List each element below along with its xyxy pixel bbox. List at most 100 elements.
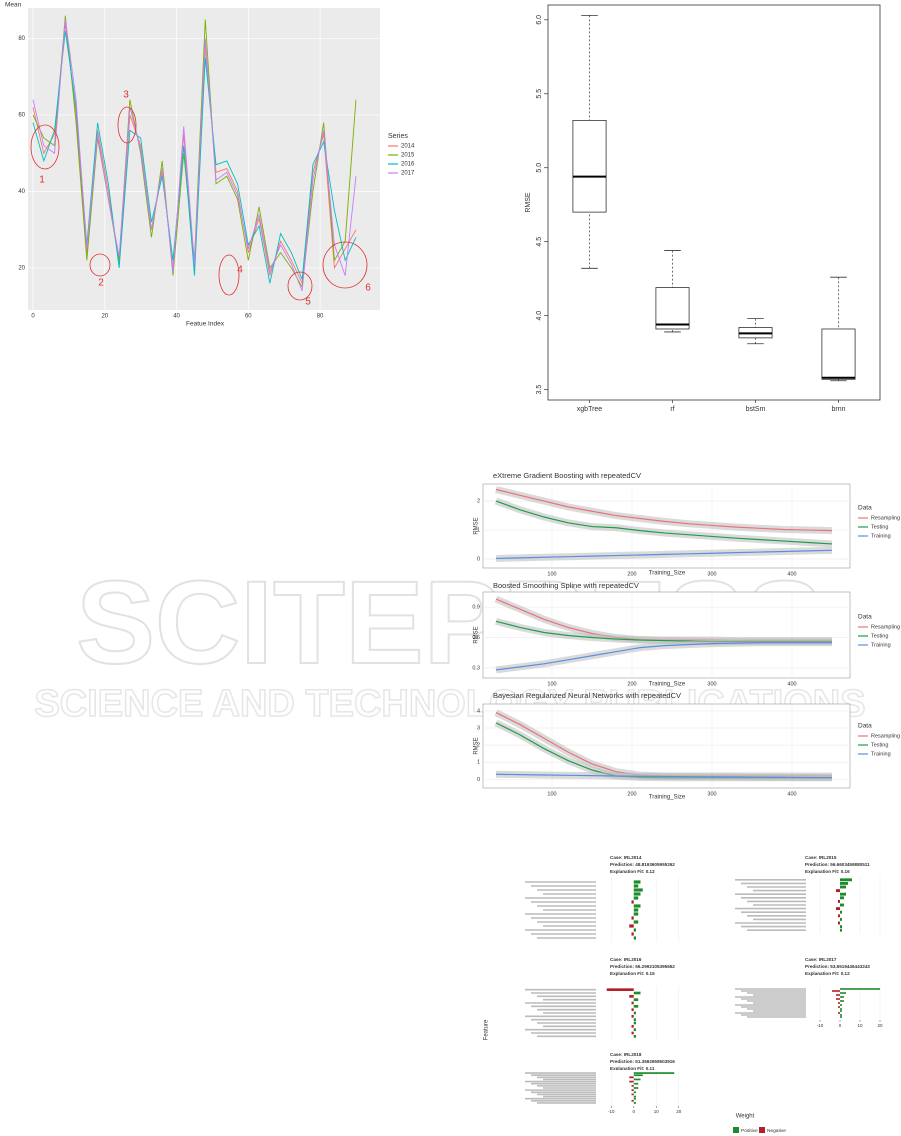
legend-label: Training [871,751,891,757]
weight-bar [840,925,842,929]
weight-bar [840,881,848,885]
x-tick-label: 200 [627,571,636,577]
weight-bar [631,916,634,920]
weight-bar [840,1014,842,1016]
weight-bar [840,988,880,990]
panel-header: Case: IRL2016 [610,957,642,962]
weight-bar [633,1021,636,1025]
y-tick-label: 4.5 [536,237,543,247]
y-tick-label: 3.5 [536,385,543,395]
annotation-circle [322,241,368,289]
weight-bar [633,920,639,924]
weight-bar [633,1078,641,1081]
weight-bar [838,1006,840,1008]
x-axis-label: Featue Index [186,321,225,328]
weight-bar [633,904,641,908]
weight-bar [631,1025,634,1028]
legend-label: Negative [767,1128,786,1134]
y-tick-label: 5.0 [536,163,543,173]
weight-bar [633,884,639,888]
weight-bar [838,1012,840,1014]
annotation-label: 2 [98,278,104,289]
x-tick-label: 300 [707,681,716,687]
legend-label: Training [871,642,891,648]
x-tick-label: -10 [608,1109,615,1114]
weight-bar [840,1000,844,1002]
y-tick-label: 6.0 [536,15,543,25]
x-tick-label: 400 [787,791,796,797]
y-tick-label: 0 [477,777,480,783]
y-tick-label: 1 [477,528,480,534]
weight-bar [836,889,840,893]
chart-title: eXtreme Gradient Boosting with repeatedC… [493,471,641,480]
y-tick-label: 0.6 [472,635,480,641]
weight-bar [631,900,634,904]
x-tick-label: 400 [787,681,796,687]
x-tick-label: 20 [101,314,108,320]
weight-bar [633,1018,636,1021]
y-axis-label: RMSE [474,737,480,754]
weight-bar [840,992,846,994]
weight-bar [836,998,840,1000]
x-tick-label: rf [670,406,674,413]
x-tick-label: xgbTree [577,406,603,413]
legend-title: Data [858,614,872,621]
weight-bar [633,880,641,884]
weight-bar [629,1076,634,1079]
y-tick-label: 0 [477,556,480,562]
weight-bar [840,996,844,998]
x-tick-label: 10 [654,1109,660,1114]
y-tick-label: 20 [18,266,25,272]
y-axis-label: RMSE [474,626,480,643]
weight-bar [633,1011,636,1015]
annotation-label: 5 [305,297,311,308]
panel-header: Prediction: 56.6603459880511 [805,862,870,867]
panel-header: Case: IRL2014 [610,855,642,860]
weight-bar [631,1031,634,1035]
panel-header: Case: IRL2018 [610,1052,642,1057]
weight-bar [840,878,852,882]
weight-bar [840,1004,842,1006]
box [821,328,856,380]
weight-bar [838,921,840,925]
weight-bar [832,990,840,992]
weight-bar [631,1001,634,1005]
weight-bar [633,991,641,995]
panel-header: Prediction: 48.8193605955262 [610,862,675,867]
legend-title: Data [858,505,872,512]
annotation-circle [89,253,111,277]
panel-header: Prediction: 53.6519446443243 [805,964,870,969]
weight-bar [840,892,846,896]
chart-title: Bayesian Regularized Neural Networks wit… [493,691,681,700]
x-tick-label: 40 [173,314,180,320]
x-tick-label: 100 [547,791,556,797]
y-tick-label: 2 [477,499,480,505]
weight-bar [633,912,639,916]
panel-header: Prediction: 56.2992105395652 [610,964,675,969]
legend-label: 2014 [401,144,415,150]
annotation-circle [117,106,137,144]
x-axis-label: Training_Size [649,795,686,801]
annotation-label: 3 [123,90,129,101]
x-tick-label: 300 [707,571,716,577]
legend-label: Resampling [871,515,900,521]
y-tick-label: 5.5 [536,89,543,99]
x-tick-label: 100 [547,571,556,577]
weight-bar [633,1095,636,1098]
annotation-circle [287,271,313,301]
weight-bar [633,1074,643,1077]
weight-bar [631,1015,634,1018]
weight-bar [629,995,634,998]
weight-bar [633,908,639,912]
weight-bar [836,994,840,996]
panel-header: Explanation Fit: 0.12 [610,869,655,874]
weight-bar [840,910,842,914]
legend-title: Data [858,723,872,730]
weight-bar [633,1082,639,1085]
panel-header: Explanation Fit: 0.16 [805,869,850,874]
weight-bar [840,896,844,900]
legend-label: Resampling [871,624,900,630]
legend-label: Resampling [871,733,900,739]
x-tick-label: 20 [676,1109,682,1114]
